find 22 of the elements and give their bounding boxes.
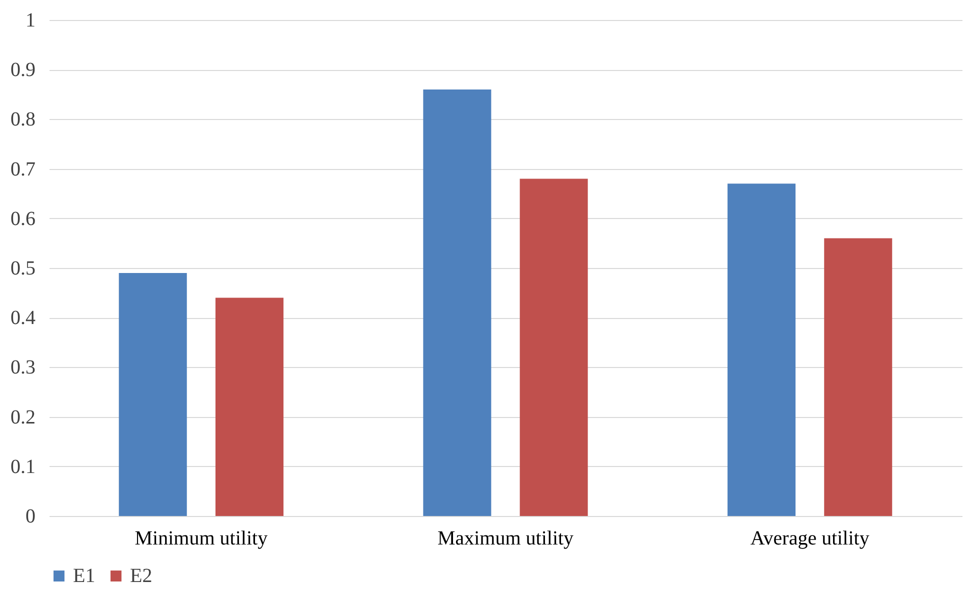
bar [824, 238, 892, 516]
y-tick-label: 0.2 [10, 406, 36, 428]
bar [423, 89, 492, 516]
y-tick-label: 0 [26, 506, 36, 528]
y-tick-label: 0.5 [10, 258, 36, 280]
bar [118, 272, 187, 516]
y-tick-label: 0.6 [10, 208, 36, 230]
x-tick-label: Maximum utility [437, 528, 574, 550]
legend-label: E1 [73, 565, 96, 587]
y-tick-label: 0.7 [10, 158, 36, 180]
x-tick-label: Average utility [750, 528, 870, 550]
y-tick-label: 1 [26, 10, 36, 32]
x-tick-label: Minimum utility [134, 528, 268, 550]
y-tick-label: 0.3 [10, 356, 36, 379]
bar [215, 298, 284, 516]
y-tick-label: 0.8 [10, 108, 36, 131]
bar [728, 184, 796, 516]
bar [520, 178, 588, 516]
legend-label: E2 [130, 565, 152, 587]
y-tick-label: 0.9 [10, 59, 36, 82]
y-tick-label: 0.4 [10, 307, 36, 330]
y-tick-label: 0.1 [10, 456, 36, 478]
